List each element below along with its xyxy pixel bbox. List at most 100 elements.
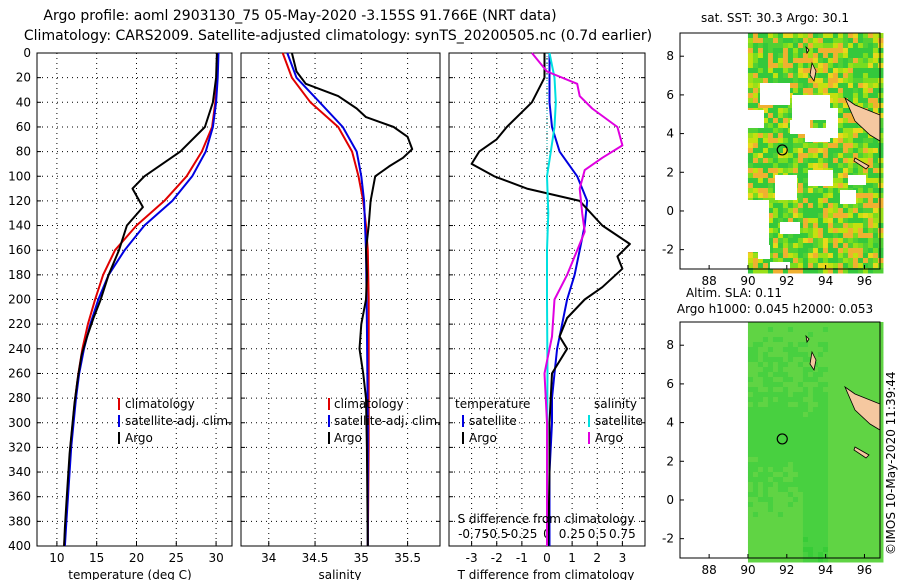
sst-map-cell (777, 153, 784, 159)
sla-map-cell (767, 537, 774, 543)
sla-map-cell (787, 487, 794, 493)
sla-map-cell (822, 512, 829, 518)
sst-map-cell (877, 133, 884, 139)
sla-map-cell (767, 522, 774, 528)
map-lon-tick-label: 92 (779, 563, 794, 577)
sla-map-cell (832, 477, 839, 483)
sst-map-cell (797, 238, 804, 244)
sla-map-cell (757, 407, 764, 413)
sla-map-cell (822, 402, 829, 408)
sla-map-cell (812, 327, 819, 333)
argo-position-marker (776, 144, 788, 156)
sla-map-cell (872, 337, 879, 343)
sst-map-cell (767, 78, 774, 84)
sla-map-cell (782, 327, 789, 333)
sst-map-cell (852, 148, 859, 154)
sla-map-cell (757, 497, 764, 503)
sla-map-cell (782, 532, 789, 538)
sst-map-cell (812, 53, 819, 59)
legend-label-argo: Argo (334, 431, 362, 445)
sla-map-cell (877, 352, 884, 358)
sst-map-cell (772, 258, 779, 264)
sla-map-cell (837, 392, 844, 398)
sla-map-cell (852, 347, 859, 353)
sst-map-cell (842, 203, 849, 209)
sst-map-cell (812, 208, 819, 214)
sla-map-cell (767, 482, 774, 488)
sla-map-cell (797, 517, 804, 523)
sst-map-cell (832, 148, 839, 154)
sst-map-cell (767, 113, 774, 119)
sla-map-cell (787, 377, 794, 383)
sla-map-cell (807, 512, 814, 518)
sla-map-cell (872, 552, 879, 558)
sst-map-cell (862, 223, 869, 229)
sst-map-cell (802, 228, 809, 234)
sla-map-cell (832, 427, 839, 433)
sla-map-cell (757, 472, 764, 478)
sla-map-cell (837, 417, 844, 423)
sla-map-cell (807, 452, 814, 458)
sst-map-cell (872, 138, 879, 144)
salinity-plot-frame (240, 52, 441, 547)
sst-map-cell (842, 243, 849, 249)
sla-map-cell (752, 522, 759, 528)
sla-map-cell (827, 462, 834, 468)
sla-map-cell (822, 482, 829, 488)
sla-map-cell (802, 427, 809, 433)
sla-map-cell (787, 432, 794, 438)
sla-map-cell (872, 467, 879, 473)
sst-map-cell (792, 218, 799, 224)
sla-map-cell (822, 347, 829, 353)
sst-map-cell (852, 88, 859, 94)
sla-map-cell (787, 452, 794, 458)
sla-map-cell (802, 332, 809, 338)
sst-map-cell (747, 143, 754, 149)
sla-map-cell (867, 447, 874, 453)
sla-map-cell (832, 347, 839, 353)
sst-map-cell (782, 33, 789, 39)
sst-map-cell (852, 203, 859, 209)
sst-map-cell (812, 158, 819, 164)
sst-map-cell (857, 238, 864, 244)
sla-map-cell (837, 427, 844, 433)
sla-map-cell (837, 477, 844, 483)
sst-map-cell (752, 143, 759, 149)
sst-map-cell (752, 43, 759, 49)
sst-map-cell (872, 263, 879, 269)
sla-map-cell (842, 492, 849, 498)
sst-map-cell (837, 258, 844, 264)
sla-map-cell (772, 477, 779, 483)
sla-map-cell (777, 392, 784, 398)
sst-map-cell (802, 253, 809, 259)
sla-map-cell (807, 322, 814, 328)
depth-tick-label: 40 (16, 95, 31, 109)
sla-map-cell (787, 372, 794, 378)
sla-map-cell (817, 342, 824, 348)
sst-map-cell (747, 78, 754, 84)
sla-map-cell (847, 467, 854, 473)
sst-map-cell (862, 103, 869, 109)
sst-map-cell (852, 268, 859, 274)
sst-map-cell (807, 208, 814, 214)
sst-map-cell (752, 53, 759, 59)
sla-map-cell (767, 397, 774, 403)
sst-map-cell (832, 208, 839, 214)
sla-map-cell (772, 542, 779, 548)
sla-map-cell (812, 537, 819, 543)
sst-map-cell (772, 243, 779, 249)
sla-map-cell (817, 397, 824, 403)
sla-map-cell (842, 542, 849, 548)
sst-map-cell (832, 163, 839, 169)
sst-map-cell (767, 228, 774, 234)
sla-map-cell (847, 332, 854, 338)
sla-map-cell (847, 537, 854, 543)
sst-map-cell (747, 38, 754, 44)
salinity-panel: 34 34.5 35 35.5 (240, 52, 441, 565)
sst-map-cell (867, 223, 874, 229)
sla-map-cell (777, 387, 784, 393)
sst-map-cell (877, 138, 884, 144)
sla-map-cell (822, 337, 829, 343)
sst-map-cell (777, 113, 784, 119)
salinity-legend: climatology satellite-adj. clim. Argo (328, 397, 441, 445)
